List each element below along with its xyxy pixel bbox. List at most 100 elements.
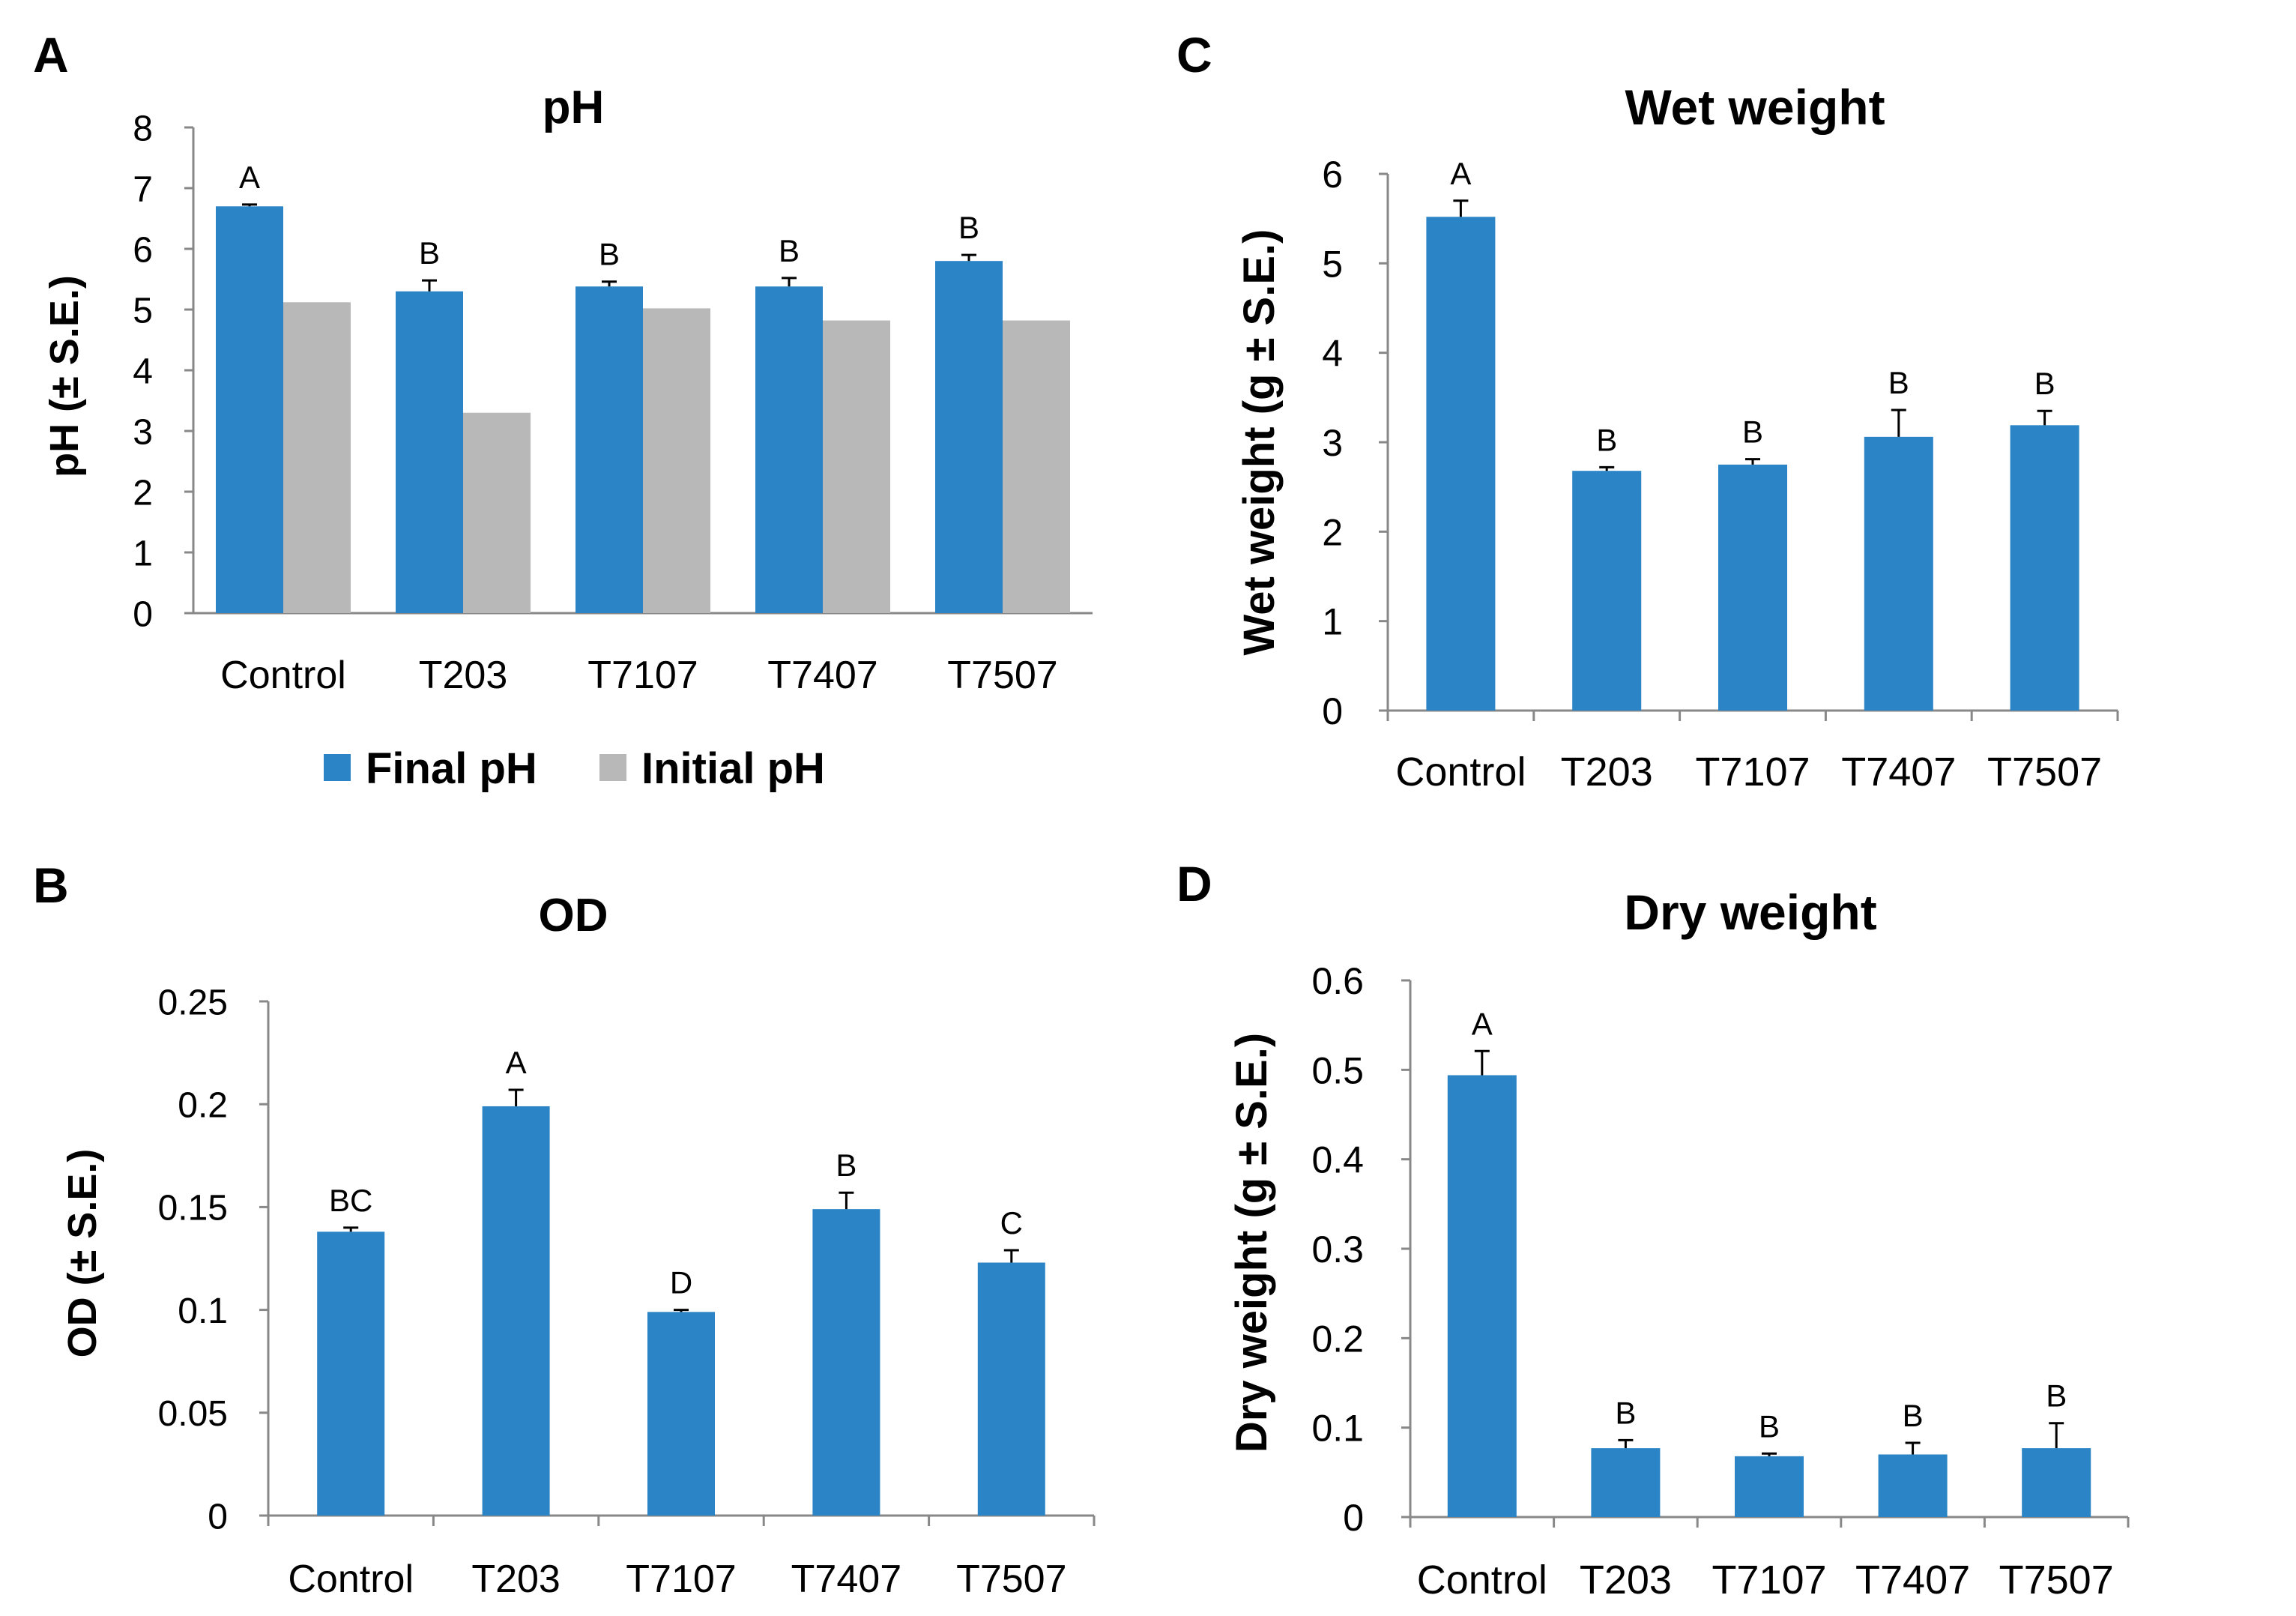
y-tick-label: 5: [133, 291, 153, 331]
y-tick-label: 0.25: [158, 983, 228, 1022]
panel-a-title: pH: [543, 82, 605, 133]
y-tick-label: 0: [1322, 690, 1343, 732]
bar-initial-ph-t7407: [823, 320, 890, 613]
y-tick-label: 0.4: [1311, 1139, 1364, 1181]
panel-b-plot: 00.050.10.150.20.25BCControlAT203DT7107B…: [158, 983, 1096, 1601]
panel-a-letter: A: [33, 27, 69, 82]
x-tick-label: T7107: [626, 1558, 736, 1601]
y-tick-label: 5: [1322, 243, 1343, 285]
y-tick-label: 0.3: [1311, 1228, 1364, 1270]
x-tick-label: T203: [419, 654, 508, 697]
y-tick-label: 1: [1322, 601, 1343, 643]
panel-a-plot: 0 1 2 3 4 5 6 7 8 A Control B T203 B T7107 B T7407 B T7507: [133, 109, 1093, 697]
panel-c-y-axis-label: Wet weight (g ± S.E.): [1235, 229, 1284, 656]
panel-b: B OD OD (± S.E.) 0 0.05 0.1 0.15 0.2 0.25 BC Co…: [33, 857, 1096, 1601]
y-tick-label: 0.5: [1311, 1049, 1364, 1091]
significance-letter: B: [779, 233, 800, 268]
significance-letter: B: [1888, 365, 1909, 400]
bar-od-t7407: [812, 1209, 880, 1516]
panel-d: D Dry weight Dry weight (g ± S.E.) 00.10…: [1176, 856, 2130, 1603]
significance-letter: B: [1596, 422, 1617, 457]
bar-initial-ph-t203: [463, 412, 531, 613]
panel-c: C Wet weight Wet weight (g ± S.E.) 0 1 2 3 4…: [1176, 27, 2119, 795]
y-tick-label: 1: [133, 534, 153, 573]
y-tick-label: 0.05: [158, 1394, 228, 1434]
significance-letter: A: [506, 1045, 527, 1080]
y-tick-label: 0.1: [1311, 1408, 1364, 1450]
panel-d-letter: D: [1176, 856, 1212, 911]
x-tick-label: Control: [1395, 750, 1526, 795]
y-tick-label: 6: [133, 230, 153, 270]
bar-initial-ph-t7507: [1003, 320, 1070, 613]
bar-dry-weight-control: [1447, 1075, 1517, 1517]
panel-b-title: OD: [539, 890, 608, 941]
y-tick-label: 6: [1322, 154, 1343, 196]
x-tick-label: T7407: [767, 654, 877, 697]
legend-label-initial-ph: Initial pH: [641, 744, 825, 793]
y-tick-label: 0: [133, 594, 153, 634]
y-tick-label: 0.2: [1311, 1318, 1364, 1360]
x-tick-label: T7107: [1712, 1558, 1826, 1603]
panel-b-letter: B: [33, 857, 69, 913]
bar-od-t7507: [977, 1262, 1045, 1516]
bar-od-t203: [482, 1106, 550, 1516]
x-tick-label: T7507: [1987, 750, 2102, 795]
significance-letter: B: [2034, 366, 2055, 401]
bar-od-t7107: [647, 1312, 715, 1516]
legend-label-final-ph: Final pH: [366, 744, 537, 793]
x-tick-label: T203: [471, 1558, 561, 1601]
legend-swatch-initial-ph: [599, 754, 626, 781]
significance-letter: B: [2046, 1378, 2067, 1414]
significance-letter: B: [419, 235, 440, 271]
panel-a-legend: Final pH Initial pH: [324, 744, 825, 793]
x-tick-label: Control: [288, 1558, 414, 1601]
panel-a: A pH pH (± S.E.) 0 1 2 3 4 5 6 7 8 A Control B T203 B…: [33, 27, 1093, 793]
x-tick-label: T203: [1580, 1558, 1672, 1603]
bar-initial-ph-control: [283, 302, 351, 613]
x-tick-label: Control: [1417, 1558, 1547, 1603]
significance-letter: BC: [329, 1183, 372, 1218]
y-tick-label: 4: [1322, 333, 1343, 375]
panel-c-title: Wet weight: [1625, 79, 1885, 135]
y-tick-label: 7: [133, 169, 153, 209]
significance-letter: B: [836, 1148, 857, 1183]
x-tick-label: T7107: [587, 654, 698, 697]
significance-letter: B: [1742, 414, 1763, 450]
significance-letter: B: [1903, 1398, 1924, 1433]
y-tick-label: 0.2: [178, 1085, 228, 1125]
y-tick-label: 0.6: [1311, 960, 1364, 1002]
y-tick-label: 0.15: [158, 1189, 228, 1228]
significance-letter: A: [1450, 156, 1471, 191]
panel-d-title: Dry weight: [1624, 884, 1876, 940]
significance-letter: B: [1615, 1395, 1636, 1430]
bar-final-ph-t7407: [755, 286, 823, 613]
y-tick-label: 0: [208, 1497, 228, 1537]
bar-final-ph-control: [216, 206, 283, 613]
panel-c-letter: C: [1176, 27, 1212, 82]
x-tick-label: T7507: [1999, 1558, 2114, 1603]
panel-b-y-axis-label: OD (± S.E.): [60, 1149, 105, 1358]
bar-initial-ph-t7107: [643, 308, 710, 613]
bar-wet-weight-t203: [1572, 471, 1642, 711]
panel-d-plot: 0 0.1 0.2 0.3 0.4 0.5 0.6 A Control B T203 B T7107 B T…: [1311, 960, 2130, 1603]
x-tick-label: T7407: [791, 1558, 901, 1601]
x-tick-label: Control: [220, 654, 346, 697]
significance-letter: B: [958, 210, 979, 245]
bar-wet-weight-t7407: [1864, 436, 1933, 711]
bar-wet-weight-control: [1426, 217, 1496, 711]
y-tick-label: 0: [1343, 1497, 1364, 1539]
x-tick-label: T7507: [956, 1558, 1066, 1601]
bar-dry-weight-t203: [1591, 1448, 1661, 1517]
x-tick-label: T203: [1561, 750, 1653, 795]
significance-letter: B: [1759, 1408, 1780, 1444]
y-tick-label: 0.1: [178, 1291, 228, 1331]
y-tick-label: 2: [1322, 511, 1343, 553]
y-tick-label: 4: [133, 352, 153, 391]
bar-dry-weight-t7407: [1878, 1454, 1948, 1517]
y-tick-label: 2: [133, 473, 153, 513]
x-tick-label: T7507: [947, 654, 1057, 697]
y-tick-label: 8: [133, 109, 153, 148]
y-tick-label: 3: [133, 412, 153, 452]
bar-dry-weight-t7507: [2022, 1448, 2091, 1517]
